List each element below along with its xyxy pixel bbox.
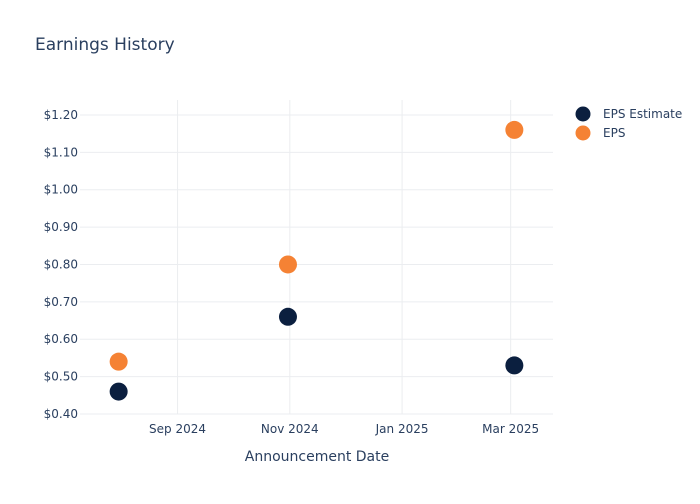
y-tick-label: $0.60	[44, 332, 78, 346]
legend-label: EPS Estimate	[603, 107, 682, 121]
x-tick-label: Sep 2024	[149, 422, 206, 436]
chart-title: Earnings History	[35, 35, 175, 55]
legend-label: EPS	[603, 126, 625, 140]
data-point	[109, 352, 128, 371]
legend-marker	[575, 125, 591, 141]
y-tick-label: $0.50	[44, 370, 78, 384]
y-tick-label: $1.10	[44, 145, 78, 159]
y-tick-label: $0.80	[44, 257, 78, 271]
x-tick-label: Mar 2025	[482, 422, 539, 436]
data-point	[278, 255, 297, 274]
data-point	[278, 307, 297, 326]
y-tick-label: $0.90	[44, 220, 78, 234]
x-tick-label: Nov 2024	[261, 422, 319, 436]
axis-layer: $0.40 $0.50 $0.60 $0.70 $0.80 $0.90 $1.00 $1.10…	[44, 108, 540, 436]
data-point	[109, 382, 128, 401]
x-axis-title: Announcement Date	[245, 449, 389, 465]
y-tick-label: $0.40	[44, 407, 78, 421]
y-tick-label: $1.00	[44, 183, 78, 197]
legend-marker	[575, 106, 591, 122]
y-tick-label: $0.70	[44, 295, 78, 309]
y-tick-label: $1.20	[44, 108, 78, 122]
data-point	[505, 120, 524, 139]
x-tick-label: Jan 2025	[375, 422, 429, 436]
data-point	[505, 356, 524, 375]
legend: EPS Estimate EPS	[575, 106, 682, 141]
points-layer	[109, 120, 524, 401]
